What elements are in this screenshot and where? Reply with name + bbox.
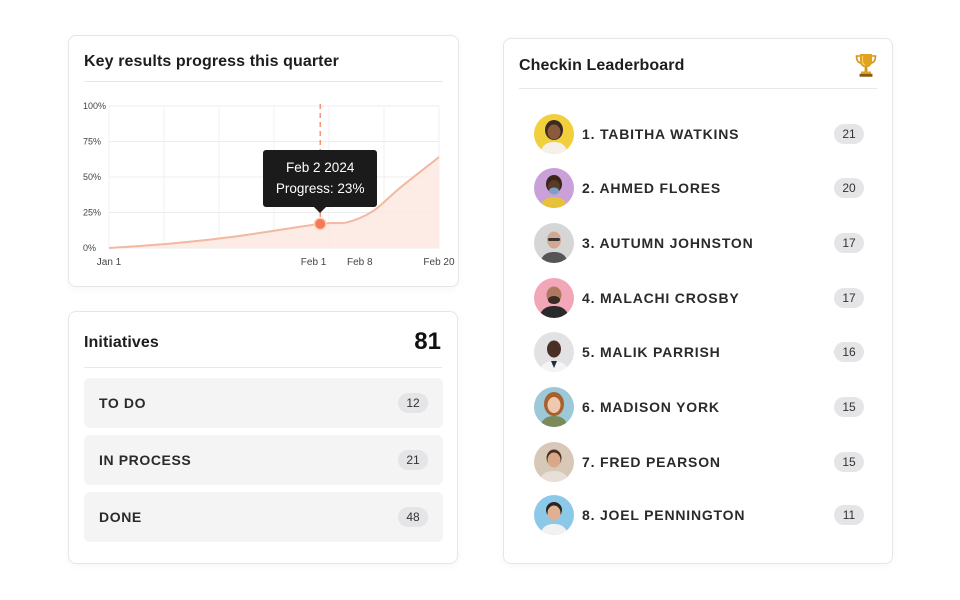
tooltip-date: Feb 2 2024: [286, 159, 355, 175]
leaderboard-divider: [519, 88, 877, 89]
leaderboard-name: 1. TABITHA WATKINS: [582, 126, 740, 142]
progress-chart[interactable]: 100% 75% 50% 25% 0%Jan 1 Feb 1 Feb 8 Feb 20: [69, 36, 460, 288]
y-tick-label: 0%: [83, 243, 96, 253]
checkin-count-badge: 17: [834, 233, 864, 253]
chart-divider: [84, 81, 443, 82]
initiatives-divider: [84, 367, 442, 368]
y-tick-label: 100%: [83, 101, 106, 111]
avatar: [534, 387, 574, 427]
trophy-icon: [855, 54, 877, 77]
checkin-count-badge: 17: [834, 288, 864, 308]
avatar: [534, 332, 574, 372]
avatar: [534, 442, 574, 482]
initiative-row-done[interactable]: DONE 48: [84, 492, 443, 542]
avatar: [534, 114, 574, 154]
initiative-label: TO DO: [99, 395, 147, 411]
leaderboard-row[interactable]: 2. AHMED FLORES 20: [534, 168, 864, 208]
initiatives-card: Initiatives 81 TO DO 12 IN PROCESS 21 DO…: [68, 311, 458, 564]
leaderboard-row[interactable]: 5. MALIK PARRISH 16: [534, 332, 864, 372]
leaderboard-row[interactable]: 4. MALACHI CROSBY 17: [534, 278, 864, 318]
leaderboard-row[interactable]: 7. FRED PEARSON 15: [534, 442, 864, 482]
checkin-count-badge: 16: [834, 342, 864, 362]
y-tick-label: 75%: [83, 137, 101, 147]
tooltip-progress: Progress: 23%: [275, 180, 365, 196]
initiative-count-badge: 12: [398, 393, 428, 413]
initiative-count-badge: 48: [398, 507, 428, 527]
chart-tooltip: Feb 2 2024 Progress: 23%: [263, 149, 378, 213]
leaderboard-name: 6. MADISON YORK: [582, 399, 720, 415]
checkin-count-badge: 15: [834, 452, 864, 472]
avatar: [534, 168, 574, 208]
leaderboard-row[interactable]: 8. JOEL PENNINGTON 11: [534, 495, 864, 535]
avatar: [534, 495, 574, 535]
avatar: [534, 278, 574, 318]
x-tick-label: Feb 1: [301, 257, 327, 268]
initiatives-title: Initiatives: [84, 334, 159, 351]
initiative-label: DONE: [99, 509, 142, 525]
avatar: [534, 223, 574, 263]
leaderboard-name: 4. MALACHI CROSBY: [582, 290, 740, 306]
leaderboard-row[interactable]: 3. AUTUMN JOHNSTON 17: [534, 223, 864, 263]
y-tick-label: 50%: [83, 172, 101, 182]
leaderboard-row[interactable]: 6. MADISON YORK 15: [534, 387, 864, 427]
leaderboard-row[interactable]: 1. TABITHA WATKINS 21: [534, 114, 864, 154]
x-tick-label: Feb 8: [347, 257, 373, 268]
checkin-count-badge: 11: [834, 505, 864, 525]
chart-title: Key results progress this quarter: [84, 53, 339, 70]
progress-area: [109, 157, 439, 248]
progress-line: [108, 156, 440, 249]
leaderboard-name: 3. AUTUMN JOHNSTON: [582, 235, 754, 251]
highlight-marker[interactable]: [315, 218, 326, 229]
checkin-leaderboard-card: Checkin Leaderboard 1. TABITHA WATKINS 2…: [503, 38, 893, 564]
key-results-card: Key results progress this quarter 100% 75…: [68, 35, 459, 287]
initiatives-total: 81: [414, 328, 441, 355]
initiative-row-todo[interactable]: TO DO 12: [84, 378, 443, 428]
y-tick-label: 25%: [83, 208, 101, 218]
initiative-label: IN PROCESS: [99, 452, 192, 468]
initiative-row-in-process[interactable]: IN PROCESS 21: [84, 435, 443, 485]
leaderboard-title: Checkin Leaderboard: [519, 57, 685, 74]
x-tick-label: Jan 1: [97, 257, 122, 268]
checkin-count-badge: 15: [834, 397, 864, 417]
initiative-count-badge: 21: [398, 450, 428, 470]
checkin-count-badge: 20: [834, 178, 864, 198]
x-tick-label: Feb 20: [423, 257, 455, 268]
leaderboard-name: 5. MALIK PARRISH: [582, 344, 721, 360]
leaderboard-name: 8. JOEL PENNINGTON: [582, 507, 746, 523]
leaderboard-name: 7. FRED PEARSON: [582, 454, 721, 470]
checkin-count-badge: 21: [834, 124, 864, 144]
leaderboard-name: 2. AHMED FLORES: [582, 180, 722, 196]
